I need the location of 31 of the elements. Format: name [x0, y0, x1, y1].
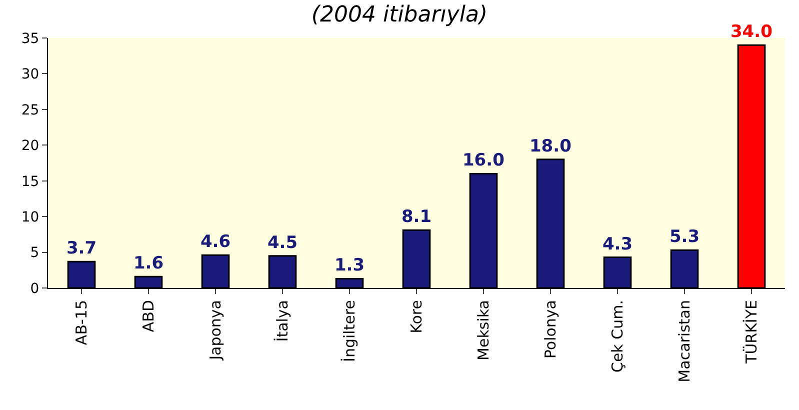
x-tick-label: Meksika	[474, 300, 492, 360]
data-label: 34.0	[730, 22, 773, 42]
x-tick-label: ABD	[139, 300, 158, 332]
x-tick-label: Kore	[407, 300, 426, 334]
data-label: 1.6	[133, 254, 164, 274]
x-tick-label: TÜRKİYE	[742, 300, 760, 364]
y-tick-label: 30	[21, 66, 40, 83]
data-label: 1.3	[334, 256, 365, 276]
y-tick-label: 5	[30, 245, 40, 262]
x-tick-label: Japonya	[206, 300, 224, 361]
chart-title: (2004 itibarıyla)	[311, 2, 488, 28]
data-label: 8.1	[401, 207, 432, 228]
y-tick-label: 15	[21, 174, 40, 190]
data-label: 4.6	[200, 232, 231, 252]
y-tick-label: 0	[30, 280, 40, 297]
x-tick-label: Macaristan	[675, 300, 694, 382]
y-tick-label: 20	[21, 138, 40, 154]
x-tick-label: Polonya	[541, 300, 560, 359]
y-tick-label: 10	[21, 209, 40, 226]
x-tick-label: AB-15	[72, 300, 90, 346]
y-tick-label: 25	[21, 102, 40, 118]
data-label: 18.0	[529, 136, 572, 156]
data-label: 4.3	[602, 234, 633, 254]
y-tick-label: 35	[21, 30, 40, 47]
data-label: 5.3	[669, 227, 700, 248]
x-tick-label: Çek Cum.	[608, 300, 626, 373]
data-label: 4.5	[267, 232, 298, 253]
x-tick-label: İtalya	[273, 300, 292, 342]
x-tick-label: İngiltere	[340, 300, 358, 362]
data-label: 3.7	[66, 238, 97, 259]
data-label: 16.0	[462, 150, 505, 171]
